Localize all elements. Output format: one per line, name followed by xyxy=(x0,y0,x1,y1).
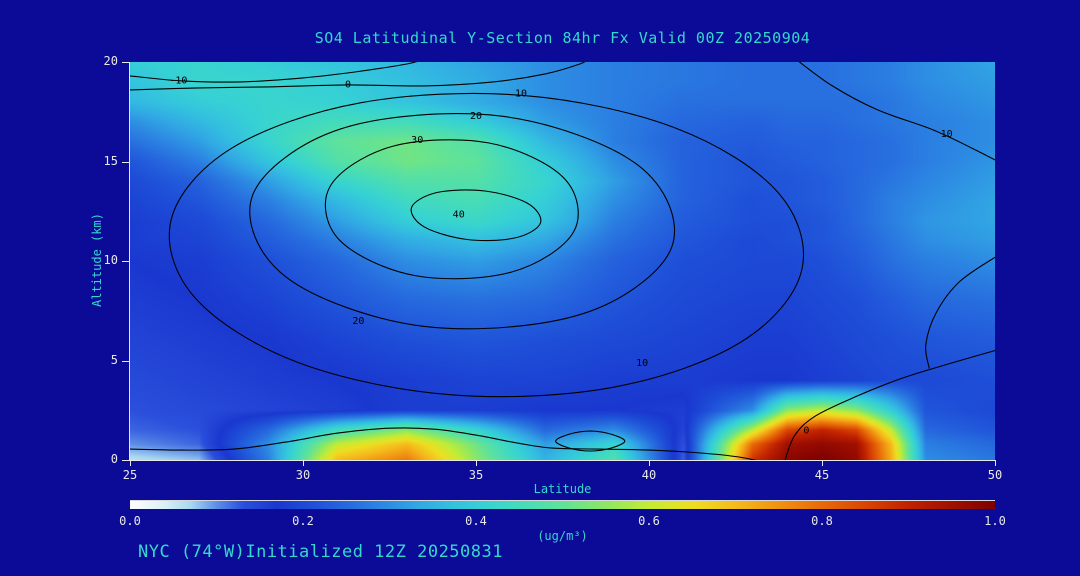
contour-line-level10-right xyxy=(798,62,995,161)
colorbar-tick-label: 0.8 xyxy=(811,514,833,528)
x-tick-label: 30 xyxy=(295,468,311,482)
contour-label: 0 xyxy=(345,79,351,90)
contour-line-right-edge-line xyxy=(925,256,995,369)
colorbar-tick-label: 0.4 xyxy=(465,514,487,528)
y-tick xyxy=(122,261,129,262)
x-tick xyxy=(649,461,650,466)
contour-label: 10 xyxy=(636,358,648,369)
y-axis-title: Altitude (km) xyxy=(90,213,104,307)
x-tick-label: 35 xyxy=(468,468,484,482)
x-tick xyxy=(303,461,304,466)
colorbar-tick-label: 0.6 xyxy=(638,514,660,528)
y-tick xyxy=(122,460,129,461)
contour-overlay: -10 0 10 20 30 40 20 10 10 0 xyxy=(130,62,995,460)
x-tick xyxy=(476,461,477,466)
colorbar-units: (ug/m³) xyxy=(537,529,588,543)
contour-label: 30 xyxy=(411,135,423,146)
run-info-text: NYC (74°W)Initialized 12Z 20250831 xyxy=(138,542,503,562)
contour-line-level0-bottom-right xyxy=(784,349,995,460)
colorbar xyxy=(130,500,995,509)
contour-line-surface-line xyxy=(130,427,757,460)
y-tick xyxy=(122,162,129,163)
y-tick-label: 5 xyxy=(110,353,118,367)
contour-label: 40 xyxy=(453,210,465,221)
x-tick-label: 40 xyxy=(641,468,657,482)
x-tick-label: 25 xyxy=(122,468,138,482)
contour-line-level10 xyxy=(168,92,805,398)
plot-area: -10 0 10 20 30 40 20 10 10 0 xyxy=(130,62,995,460)
colorbar-tick-label: 1.0 xyxy=(984,514,1006,528)
chart-title: SO4 Latitudinal Y-Section 84hr Fx Valid … xyxy=(314,29,811,47)
y-tick-label: 0 xyxy=(110,452,118,466)
contour-label: -10 xyxy=(169,75,187,86)
x-axis-line xyxy=(129,460,996,461)
colorbar-tick-label: 0.2 xyxy=(292,514,314,528)
x-tick-label: 50 xyxy=(987,468,1003,482)
x-tick xyxy=(995,461,996,466)
contour-line-level30 xyxy=(324,139,579,280)
y-tick xyxy=(122,361,129,362)
contour-label: 0 xyxy=(803,426,809,437)
contour-label: 20 xyxy=(470,111,482,122)
contour-line-surface-loop xyxy=(555,430,626,452)
contour-line-level40 xyxy=(410,189,542,242)
y-tick-label: 20 xyxy=(103,54,118,68)
x-axis-title: Latitude xyxy=(533,482,592,496)
contour-line-level-10-top xyxy=(130,62,418,83)
y-tick-label: 15 xyxy=(103,154,118,168)
y-tick xyxy=(122,62,129,63)
x-tick-label: 45 xyxy=(814,468,830,482)
contour-line-level20 xyxy=(249,113,676,330)
contour-line-level0-top xyxy=(130,62,586,91)
contour-label: 10 xyxy=(941,129,953,140)
contour-label: 20 xyxy=(352,316,364,327)
contour-label: 10 xyxy=(515,88,527,99)
colorbar-tick-label: 0.0 xyxy=(119,514,141,528)
x-tick xyxy=(822,461,823,466)
x-tick xyxy=(130,461,131,466)
